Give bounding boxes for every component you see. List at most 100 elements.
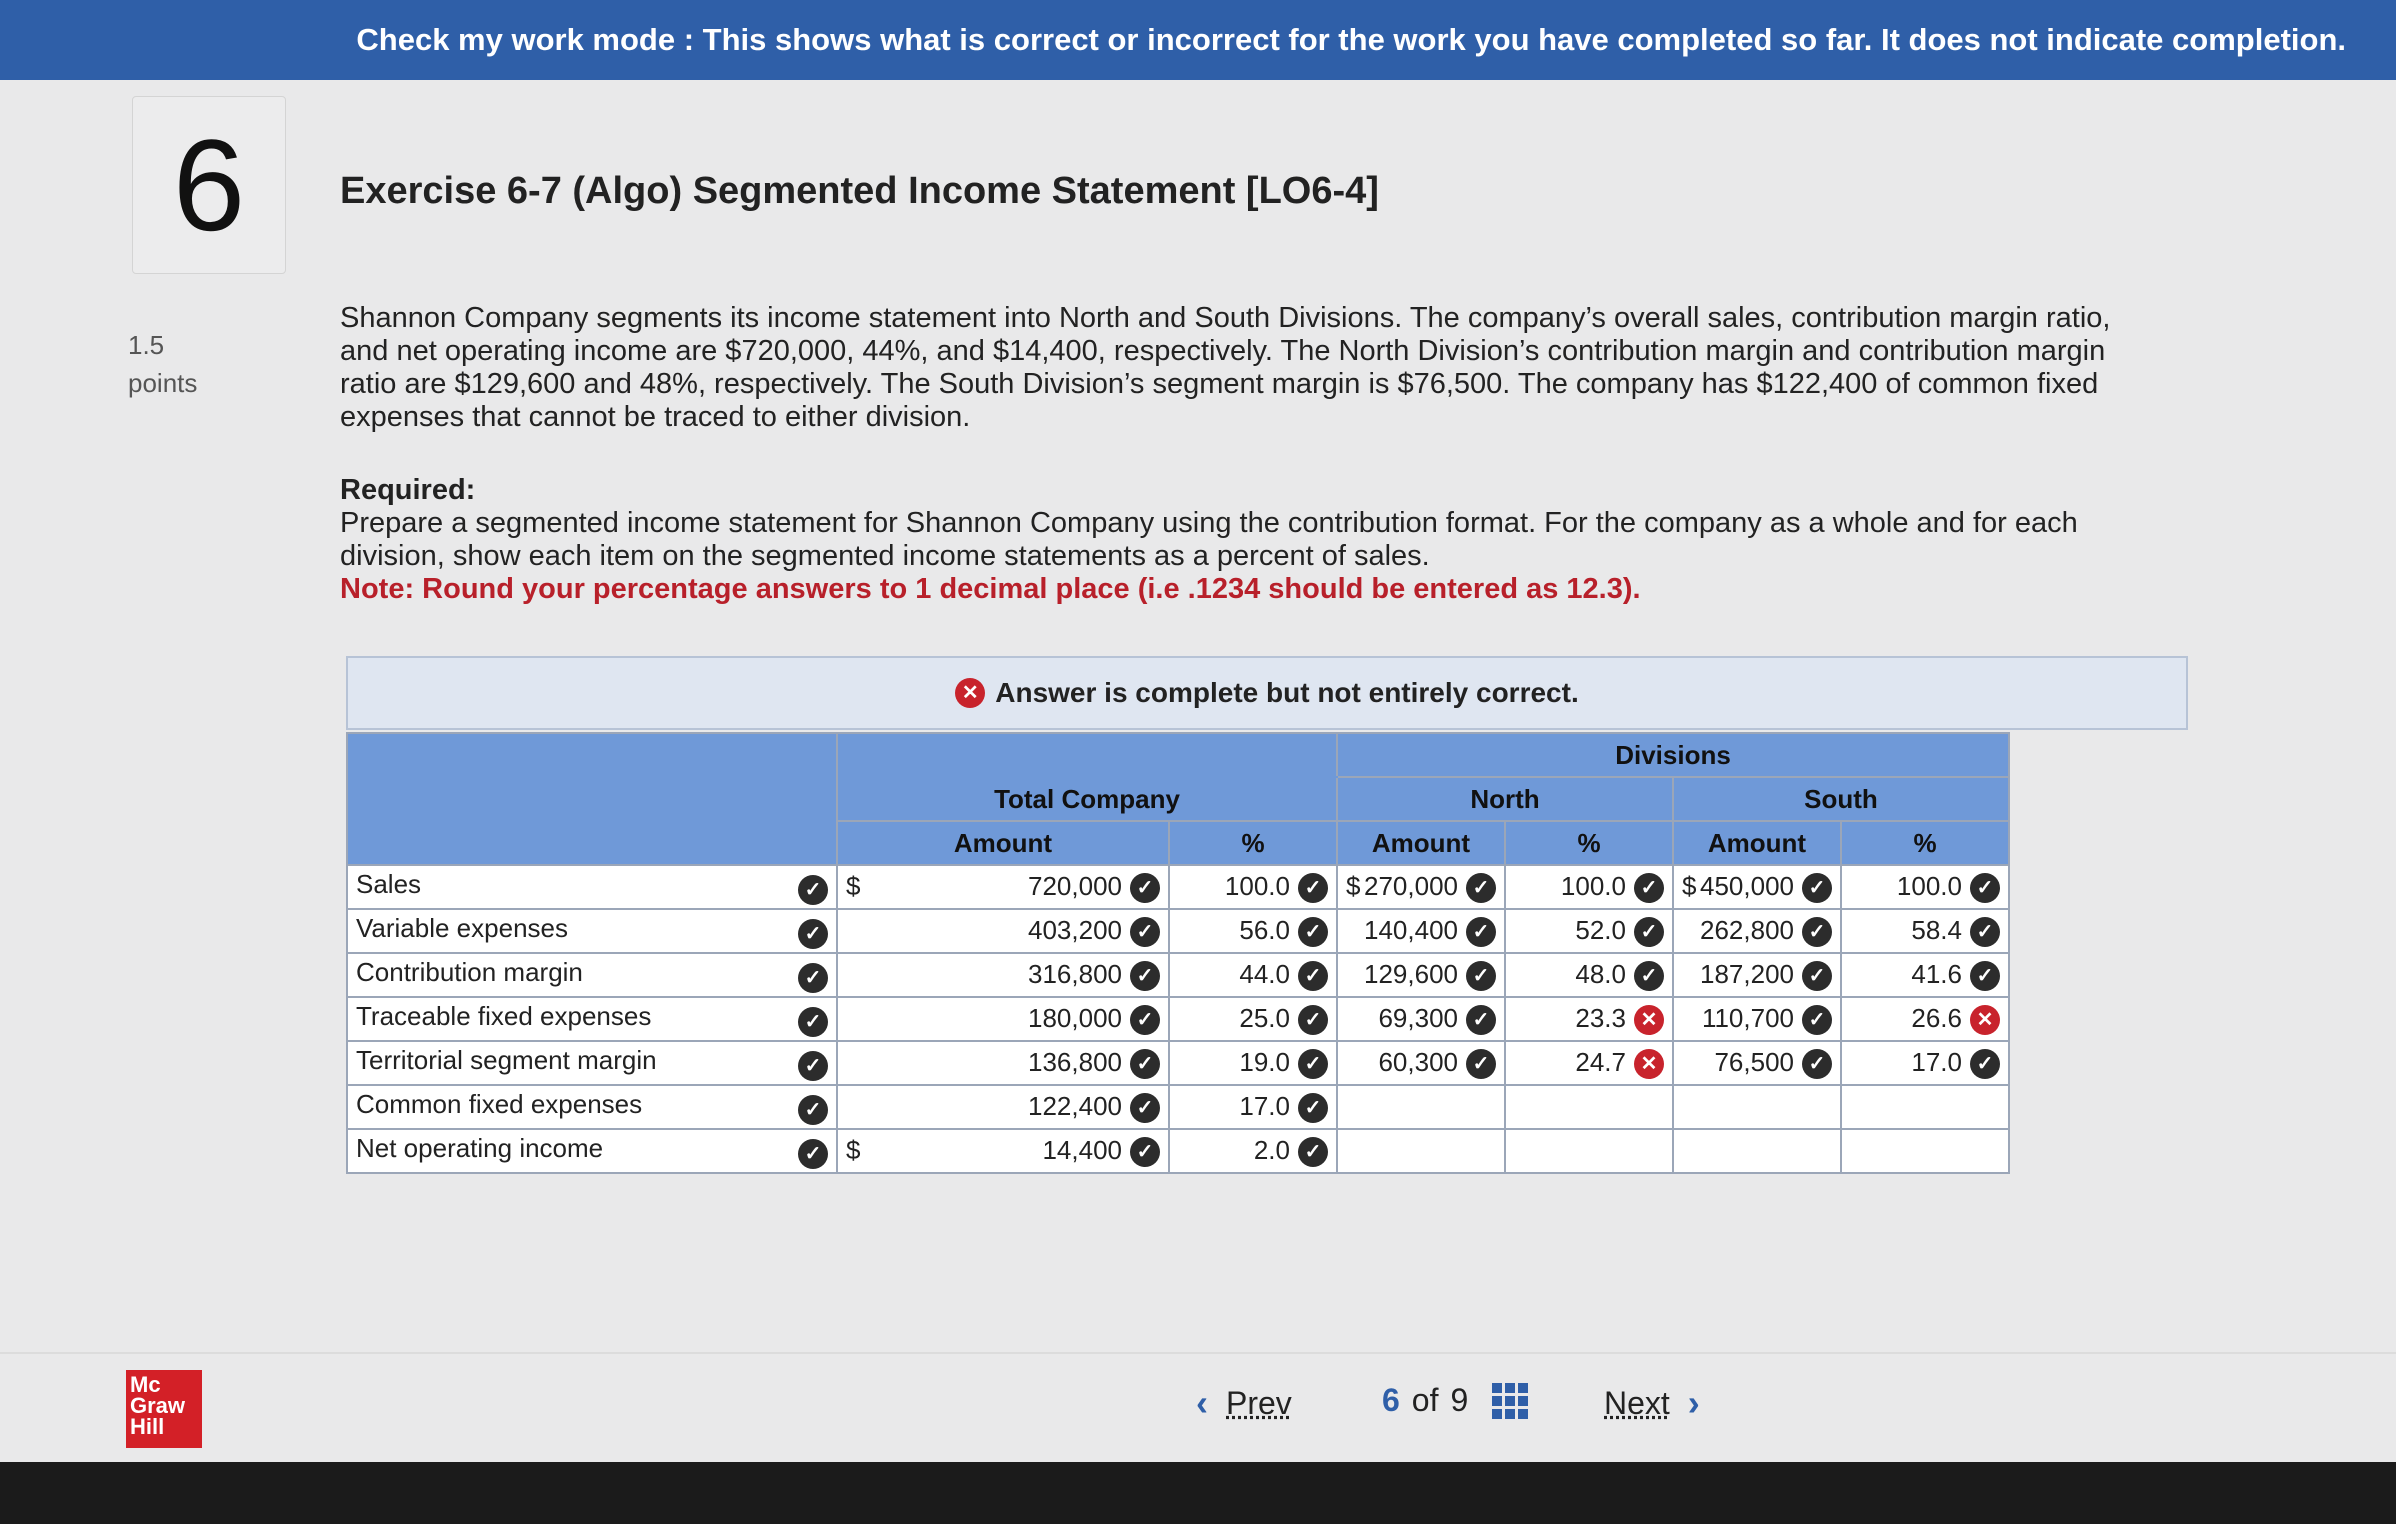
check-icon: ✓: [1466, 1005, 1496, 1036]
incorrect-icon: ✕: [1970, 1005, 2000, 1036]
n-pct-cell[interactable]: 23.3 ✕: [1504, 996, 1674, 1042]
cell-value: 23.3: [1575, 1002, 1626, 1033]
cell-value: 2.0: [1253, 1134, 1290, 1165]
total-company-header: Total Company: [836, 776, 1338, 822]
n-amt-cell[interactable]: [1336, 1128, 1506, 1174]
prev-link[interactable]: Prev: [1226, 1384, 1292, 1421]
table-row: Territorial segment margin ✓ 136,800 ✓ 19.0 ✓…: [346, 1040, 2010, 1086]
s-pct-cell[interactable]: 26.6 ✕: [1840, 996, 2010, 1042]
s-amt-cell[interactable]: $450,000 ✓: [1672, 864, 1842, 910]
n-amt-cell[interactable]: 140,400 ✓: [1336, 908, 1506, 954]
s-pct-cell[interactable]: [1840, 1128, 2010, 1174]
incorrect-icon: ✕: [1634, 1049, 1664, 1080]
logo-line-3: Hill: [130, 1414, 165, 1439]
table-row: Common fixed expenses ✓ 122,400 ✓ 17.0 ✓: [346, 1084, 2010, 1130]
n-pct-cell[interactable]: 100.0 ✓: [1504, 864, 1674, 910]
n-pct-cell[interactable]: [1504, 1084, 1674, 1130]
cell-value: 44.0: [1239, 958, 1290, 989]
n-amt-cell[interactable]: 69,300 ✓: [1336, 996, 1506, 1042]
chevron-right-icon: ›: [1687, 1382, 1700, 1423]
check-icon: ✓: [798, 875, 828, 905]
check-icon: ✓: [1802, 961, 1832, 992]
next-link[interactable]: Next: [1604, 1384, 1670, 1421]
tc-pct-cell[interactable]: 19.0 ✓: [1168, 1040, 1338, 1086]
required-section: Required: Prepare a segmented income sta…: [340, 474, 2120, 606]
next-button[interactable]: Next ›: [1604, 1382, 1700, 1424]
check-icon: ✓: [1466, 917, 1496, 948]
check-icon: ✓: [798, 1095, 828, 1125]
cell-value: 270,000: [1364, 870, 1458, 901]
table-row: Sales ✓ $720,000 ✓ 100.0 ✓ $270,000 ✓ 100.0 ✓ $450…: [346, 864, 2010, 910]
tc-amt-cell[interactable]: $14,400 ✓: [836, 1128, 1170, 1174]
page-of: of: [1411, 1382, 1439, 1418]
table-row: Net operating income ✓ $14,400 ✓ 2.0 ✓: [346, 1128, 2010, 1174]
check-icon: ✓: [1634, 961, 1664, 992]
answer-status-text: Answer is complete but not entirely corr…: [995, 677, 1579, 708]
s-amt-cell[interactable]: 76,500 ✓: [1672, 1040, 1842, 1086]
tc-amt-cell[interactable]: 403,200 ✓: [836, 908, 1170, 954]
n-pct-cell[interactable]: 52.0 ✓: [1504, 908, 1674, 954]
s-pct-cell[interactable]: 17.0 ✓: [1840, 1040, 2010, 1086]
page-indicator[interactable]: 6 of 9: [1382, 1382, 1529, 1419]
row-label-text: Territorial segment margin: [356, 1045, 657, 1075]
row-label-text: Common fixed expenses: [356, 1089, 643, 1119]
cell-value: 41.6: [1911, 958, 1962, 989]
tc-pct-cell[interactable]: 100.0 ✓: [1168, 864, 1338, 910]
cell-value: 100.0: [1224, 870, 1290, 901]
row-label-text: Sales: [356, 869, 422, 899]
n-pct-cell[interactable]: [1504, 1128, 1674, 1174]
footer-divider: [0, 1352, 2396, 1354]
tc-amt-cell[interactable]: 136,800 ✓: [836, 1040, 1170, 1086]
tc-amt-cell[interactable]: 122,400 ✓: [836, 1084, 1170, 1130]
tc-pct-cell[interactable]: 2.0 ✓: [1168, 1128, 1338, 1174]
segmented-income-statement: Divisions Total Company North South Amou…: [346, 732, 2010, 1174]
n-pct-cell[interactable]: 24.7 ✕: [1504, 1040, 1674, 1086]
check-icon: ✓: [1298, 1005, 1328, 1036]
check-icon: ✓: [1802, 917, 1832, 948]
check-icon: ✓: [1466, 873, 1496, 904]
n-amt-cell[interactable]: 129,600 ✓: [1336, 952, 1506, 998]
tc-pct-cell[interactable]: 56.0 ✓: [1168, 908, 1338, 954]
cell-value: 60,300: [1378, 1046, 1458, 1077]
logo-line-2: Graw: [130, 1393, 186, 1418]
n-pct-cell[interactable]: 48.0 ✓: [1504, 952, 1674, 998]
cell-value: 316,800: [1028, 958, 1122, 989]
answer-status-bar: ✕ Answer is complete but not entirely co…: [346, 656, 2188, 730]
question-grid-icon[interactable]: [1492, 1382, 1529, 1419]
blank-header: [346, 732, 838, 866]
s-amt-cell[interactable]: 262,800 ✓: [1672, 908, 1842, 954]
s-amt-cell[interactable]: [1672, 1128, 1842, 1174]
check-icon: ✓: [1970, 917, 2000, 948]
cell-value: 17.0: [1911, 1046, 1962, 1077]
tc-amt-cell[interactable]: 316,800 ✓: [836, 952, 1170, 998]
s-amt-cell[interactable]: 110,700 ✓: [1672, 996, 1842, 1042]
cell-value: 140,400: [1364, 914, 1458, 945]
tc-pct-cell[interactable]: 44.0 ✓: [1168, 952, 1338, 998]
tc-pct-cell[interactable]: 25.0 ✓: [1168, 996, 1338, 1042]
n-amt-cell[interactable]: 60,300 ✓: [1336, 1040, 1506, 1086]
tc-amt-cell[interactable]: $720,000 ✓: [836, 864, 1170, 910]
cell-value: 52.0: [1575, 914, 1626, 945]
check-icon: ✓: [1634, 917, 1664, 948]
check-icon: ✓: [1298, 1137, 1328, 1168]
tc-pct-cell[interactable]: 17.0 ✓: [1168, 1084, 1338, 1130]
tc-amt-cell[interactable]: 180,000 ✓: [836, 996, 1170, 1042]
s-pct-cell[interactable]: [1840, 1084, 2010, 1130]
row-label-text: Traceable fixed expenses: [356, 1001, 652, 1031]
page-current: 6: [1382, 1382, 1400, 1418]
cell-value: 100.0: [1896, 870, 1962, 901]
cell-value: 58.4: [1911, 914, 1962, 945]
s-pct-cell[interactable]: 58.4 ✓: [1840, 908, 2010, 954]
s-amt-cell[interactable]: 187,200 ✓: [1672, 952, 1842, 998]
s-amt-cell[interactable]: [1672, 1084, 1842, 1130]
prev-button[interactable]: ‹ Prev: [1196, 1382, 1292, 1424]
cell-value: 129,600: [1364, 958, 1458, 989]
south-header: South: [1672, 776, 2010, 822]
n-amt-cell[interactable]: $270,000 ✓: [1336, 864, 1506, 910]
s-pct-cell[interactable]: 100.0 ✓: [1840, 864, 2010, 910]
cell-value: 110,700: [1701, 1002, 1794, 1033]
cell-value: 56.0: [1239, 914, 1290, 945]
row-label: Common fixed expenses ✓: [346, 1084, 838, 1130]
n-amt-cell[interactable]: [1336, 1084, 1506, 1130]
s-pct-cell[interactable]: 41.6 ✓: [1840, 952, 2010, 998]
